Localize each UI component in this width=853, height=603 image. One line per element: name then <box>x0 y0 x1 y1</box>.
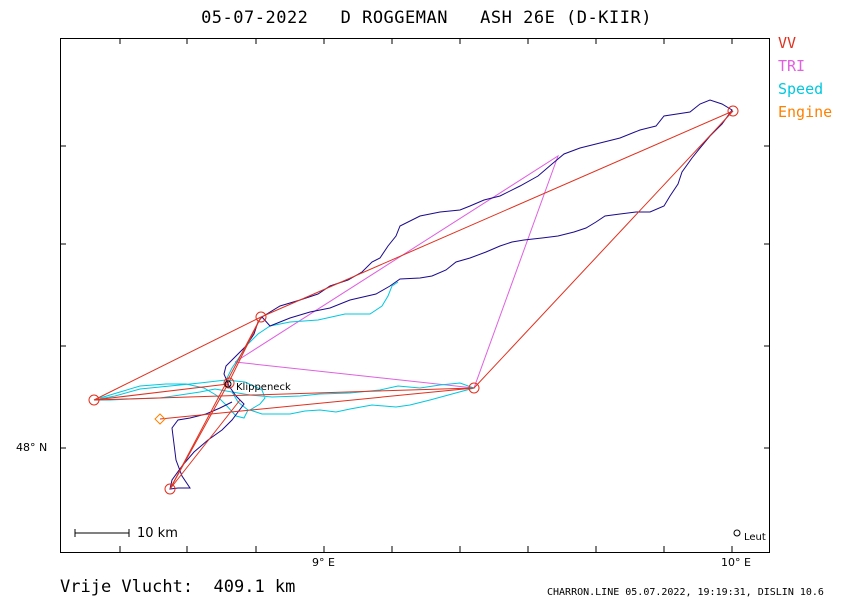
turnpoint-marker <box>727 105 739 117</box>
legend-tri: TRI <box>778 57 806 75</box>
turnpoint-marker <box>164 483 176 495</box>
glider-track <box>223 99 733 387</box>
legend-speed: Speed <box>778 80 824 98</box>
turnpoint-marker <box>468 382 480 394</box>
lon-label-9: 9° E <box>312 556 335 569</box>
footer-info: CHARRON.LINE 05.07.2022, 19:19:31, DISLI… <box>547 587 824 598</box>
speed-track <box>93 379 476 415</box>
map-frame <box>60 38 770 553</box>
vv-lines <box>93 110 734 490</box>
tri-line <box>234 154 559 389</box>
lon-label-10: 10° E <box>721 556 751 569</box>
distance-label: Vrije Vlucht: 409.1 km <box>60 577 296 597</box>
axis-ticks <box>60 38 770 552</box>
waypoint-label-leut: Leut <box>744 532 766 543</box>
turnpoint-marker <box>88 394 100 406</box>
speed-track-2 <box>225 281 399 381</box>
lat-label: 48° N <box>16 441 48 454</box>
leut-marker <box>733 529 741 537</box>
legend-vv: VV <box>778 34 797 52</box>
scale-bar <box>74 529 130 537</box>
waypoint-label-klippeneck: Klippeneck <box>236 382 291 393</box>
turnpoints <box>88 105 739 495</box>
turnpoint-marker <box>255 311 267 323</box>
chart-title: 05-07-2022 D ROGGEMAN ASH 26E (D-KIIR) <box>201 8 652 28</box>
engine-marker <box>154 413 166 425</box>
turnpoint-marker <box>223 377 235 389</box>
klippeneck-marker <box>224 380 232 388</box>
scale-label: 10 km <box>137 526 178 541</box>
legend-engine: Engine <box>778 103 833 121</box>
glider-track-2 <box>169 385 245 490</box>
